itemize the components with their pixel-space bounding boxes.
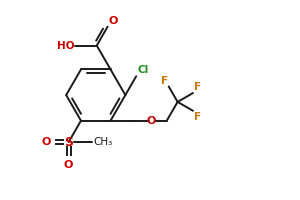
Text: O: O [108,16,118,26]
Text: O: O [64,160,73,170]
Text: O: O [41,137,51,147]
Text: HO: HO [57,41,74,51]
Text: F: F [194,112,201,122]
Text: F: F [194,82,201,92]
Text: F: F [160,76,168,86]
Text: CH₃: CH₃ [93,137,112,147]
Text: S: S [64,136,73,149]
Text: O: O [146,116,156,126]
Text: Cl: Cl [137,65,148,75]
